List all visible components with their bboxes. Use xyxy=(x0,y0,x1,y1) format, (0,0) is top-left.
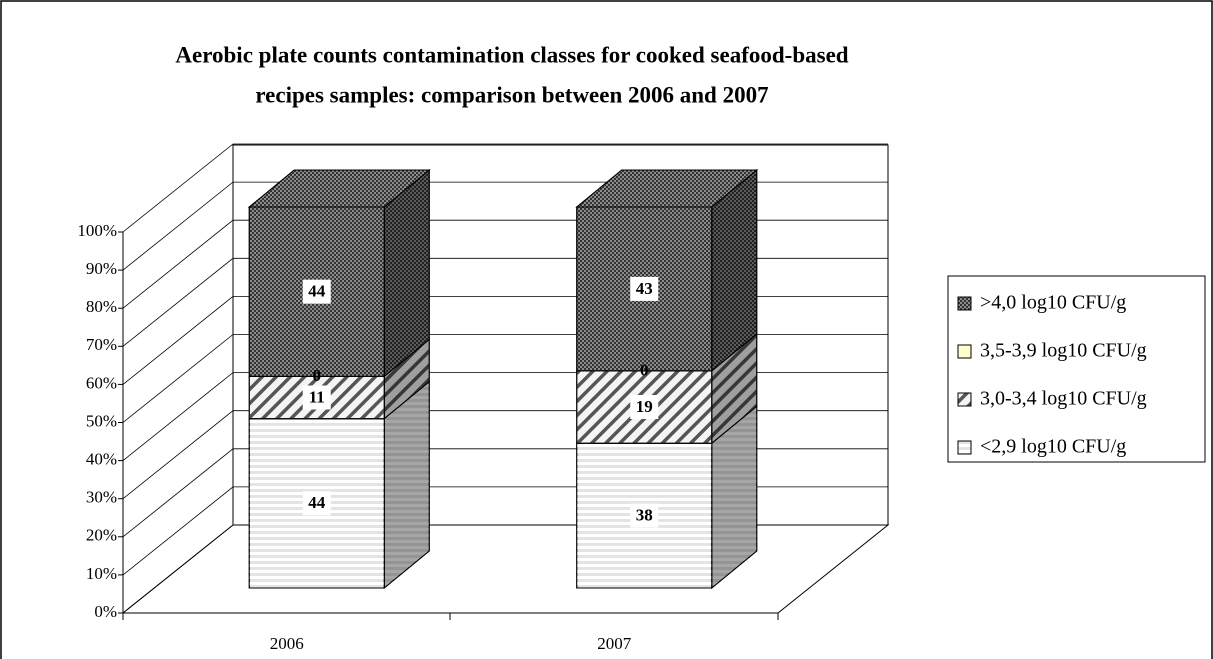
bar-side-pattern xyxy=(711,170,757,371)
legend-label: 3,0-3,4 log10 CFU/g xyxy=(980,388,1147,410)
legend xyxy=(947,275,1206,463)
legend-swatch-pattern xyxy=(957,344,972,359)
data-label: 0 xyxy=(313,366,322,385)
x-tick-label: 2006 xyxy=(270,634,304,653)
bar-side-pattern xyxy=(711,333,757,444)
data-label: 19 xyxy=(636,397,653,416)
data-label: 43 xyxy=(636,279,653,298)
data-label: 11 xyxy=(309,387,325,406)
y-tick-label: 20% xyxy=(86,526,117,545)
bar-top-pattern xyxy=(575,169,759,208)
y-tick-label: 10% xyxy=(86,564,117,583)
bar-side-pattern xyxy=(384,381,430,588)
data-label-box xyxy=(302,385,331,410)
legend-swatch-pattern xyxy=(957,440,972,455)
y-tick-label: 100% xyxy=(77,221,117,240)
y-tick-label: 0% xyxy=(94,602,117,621)
data-label: 38 xyxy=(636,506,653,525)
y-tick-label: 30% xyxy=(86,488,117,507)
data-label-box xyxy=(302,491,331,516)
chart-title: Aerobic plate counts contamination class… xyxy=(175,42,848,67)
y-tick-label: 60% xyxy=(86,373,117,392)
legend-label: <2,9 log10 CFU/g xyxy=(980,436,1126,458)
data-label: 44 xyxy=(308,282,326,301)
legend-label: >4,0 log10 CFU/g xyxy=(980,292,1126,314)
y-tick-label: 50% xyxy=(86,411,117,430)
y-tick-label: 70% xyxy=(86,335,117,354)
data-label-box xyxy=(302,279,331,304)
grid-line xyxy=(122,143,888,233)
legend-label: 3,5-3,9 log10 CFU/g xyxy=(980,340,1147,362)
x-tick-label: 2007 xyxy=(597,634,632,653)
bar-top-pattern xyxy=(247,169,431,208)
data-label-box xyxy=(630,276,659,301)
bar-side-pattern xyxy=(384,170,430,377)
data-label: 44 xyxy=(308,493,326,512)
data-label-box xyxy=(630,395,659,420)
data-label: 0 xyxy=(640,361,649,380)
bar-side-pattern xyxy=(384,339,430,419)
bar-side-pattern xyxy=(711,406,757,588)
chart-title: recipes samples: comparison between 2006… xyxy=(255,82,768,107)
legend-swatch-pattern xyxy=(957,296,972,311)
data-label-box xyxy=(630,503,659,528)
y-tick-label: 90% xyxy=(86,259,117,278)
y-tick-label: 40% xyxy=(86,450,117,469)
y-tick-label: 80% xyxy=(86,297,117,316)
legend-swatch-pattern xyxy=(957,392,972,407)
